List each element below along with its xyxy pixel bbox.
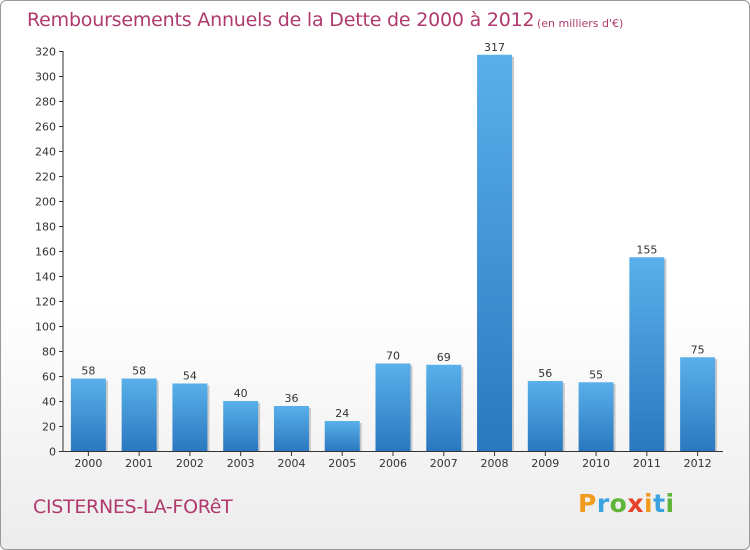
proxiti-logo[interactable]: Proxiti bbox=[578, 489, 675, 518]
bar bbox=[426, 364, 462, 451]
bar bbox=[172, 383, 208, 451]
data-label: 55 bbox=[589, 368, 603, 381]
y-tick-label: 300 bbox=[35, 71, 56, 84]
data-label: 70 bbox=[386, 350, 400, 363]
bar bbox=[477, 54, 513, 451]
x-tick-label: 2009 bbox=[531, 457, 559, 470]
data-label: 75 bbox=[691, 343, 705, 356]
x-tick-label: 2003 bbox=[227, 457, 255, 470]
y-tick-label: 120 bbox=[35, 296, 56, 309]
y-tick-label: 240 bbox=[35, 146, 56, 159]
x-tick-label: 2000 bbox=[74, 457, 102, 470]
y-tick-label: 60 bbox=[42, 371, 56, 384]
chart-subtitle: (en milliers d'€) bbox=[537, 17, 624, 30]
data-label: 317 bbox=[484, 41, 505, 54]
bar bbox=[629, 257, 665, 451]
data-label: 69 bbox=[437, 351, 451, 364]
bar bbox=[324, 421, 360, 451]
x-tick-label: 2006 bbox=[379, 457, 407, 470]
data-label: 155 bbox=[636, 243, 657, 256]
bar bbox=[375, 363, 411, 451]
place-name: CISTERNES-LA-FORêT bbox=[33, 496, 233, 518]
y-tick-label: 320 bbox=[35, 46, 56, 59]
logo-letter: t bbox=[653, 489, 666, 518]
bar bbox=[680, 357, 716, 451]
bar bbox=[527, 381, 563, 451]
data-label: 36 bbox=[284, 392, 298, 405]
x-tick-label: 2001 bbox=[125, 457, 153, 470]
data-label: 24 bbox=[335, 407, 349, 420]
x-tick-label: 2012 bbox=[684, 457, 712, 470]
y-tick-label: 200 bbox=[35, 196, 56, 209]
logo-letter: x bbox=[627, 489, 644, 518]
y-tick-label: 0 bbox=[49, 446, 56, 459]
y-tick-label: 220 bbox=[35, 171, 56, 184]
logo-letter: P bbox=[578, 489, 597, 518]
bar bbox=[273, 406, 309, 451]
bar bbox=[121, 378, 157, 451]
logo-letter: i bbox=[644, 489, 654, 518]
axes: 0 20 40 60 80 100 120 140 160 180 200 220 240 260 280 3… bbox=[35, 46, 723, 470]
data-label: 54 bbox=[183, 370, 197, 383]
data-label: 58 bbox=[132, 365, 146, 378]
bar bbox=[578, 382, 614, 451]
logo-letter: i bbox=[665, 489, 675, 518]
logo-letter: o bbox=[609, 489, 628, 518]
x-tick-label: 2004 bbox=[277, 457, 305, 470]
data-label: 56 bbox=[538, 367, 552, 380]
x-tick-label: 2008 bbox=[481, 457, 509, 470]
y-tick-label: 100 bbox=[35, 321, 56, 334]
data-label: 58 bbox=[81, 365, 95, 378]
x-tick-label: 2011 bbox=[633, 457, 661, 470]
bar bbox=[70, 378, 106, 451]
x-tick-label: 2007 bbox=[430, 457, 458, 470]
data-label: 40 bbox=[234, 387, 248, 400]
chart-title: Remboursements Annuels de la Dette de 20… bbox=[27, 9, 535, 31]
logo-letter: r bbox=[596, 489, 610, 518]
y-tick-label: 160 bbox=[35, 246, 56, 259]
y-tick-label: 20 bbox=[42, 421, 56, 434]
bars: 58 58 54 40 36 24 70 69 317 56 55 155 75 bbox=[70, 41, 718, 451]
y-tick-label: 80 bbox=[42, 346, 56, 359]
y-tick-label: 40 bbox=[42, 396, 56, 409]
x-tick-label: 2005 bbox=[328, 457, 356, 470]
y-tick-label: 280 bbox=[35, 96, 56, 109]
x-tick-label: 2002 bbox=[176, 457, 204, 470]
y-tick-label: 180 bbox=[35, 221, 56, 234]
y-tick-label: 140 bbox=[35, 271, 56, 284]
x-tick-label: 2010 bbox=[582, 457, 610, 470]
y-tick-label: 260 bbox=[35, 121, 56, 134]
bar bbox=[223, 401, 259, 451]
